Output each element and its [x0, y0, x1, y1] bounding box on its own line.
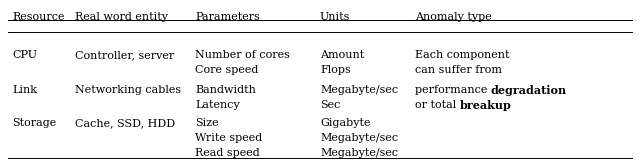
- Text: Core speed: Core speed: [195, 65, 259, 75]
- Text: Sec: Sec: [320, 100, 340, 110]
- Text: Resource: Resource: [12, 12, 65, 22]
- Text: Number of cores: Number of cores: [195, 50, 290, 60]
- Text: can suffer from: can suffer from: [415, 65, 502, 75]
- Text: Each component: Each component: [415, 50, 509, 60]
- Text: Megabyte/sec: Megabyte/sec: [320, 85, 398, 95]
- Text: Gigabyte: Gigabyte: [320, 118, 371, 128]
- Text: Amount: Amount: [320, 50, 364, 60]
- Text: Size: Size: [195, 118, 219, 128]
- Text: Controller, server: Controller, server: [75, 50, 174, 60]
- Text: Parameters: Parameters: [195, 12, 260, 22]
- Text: Latency: Latency: [195, 100, 240, 110]
- Text: or total: or total: [415, 100, 460, 110]
- Text: Write speed: Write speed: [195, 133, 262, 143]
- Text: degradation: degradation: [491, 85, 567, 96]
- Text: Storage: Storage: [12, 118, 56, 128]
- Text: Real word entity: Real word entity: [75, 12, 168, 22]
- Text: Units: Units: [320, 12, 350, 22]
- Text: breakup: breakup: [460, 100, 511, 111]
- Text: Bandwidth: Bandwidth: [195, 85, 256, 95]
- Text: Flops: Flops: [320, 65, 351, 75]
- Text: Link: Link: [12, 85, 37, 95]
- Text: Networking cables: Networking cables: [75, 85, 181, 95]
- Text: Read speed: Read speed: [195, 148, 260, 158]
- Text: performance: performance: [415, 85, 491, 95]
- Text: Megabyte/sec: Megabyte/sec: [320, 133, 398, 143]
- Text: Cache, SSD, HDD: Cache, SSD, HDD: [75, 118, 175, 128]
- Text: Megabyte/sec: Megabyte/sec: [320, 148, 398, 158]
- Text: CPU: CPU: [12, 50, 37, 60]
- Text: Anomaly type: Anomaly type: [415, 12, 492, 22]
